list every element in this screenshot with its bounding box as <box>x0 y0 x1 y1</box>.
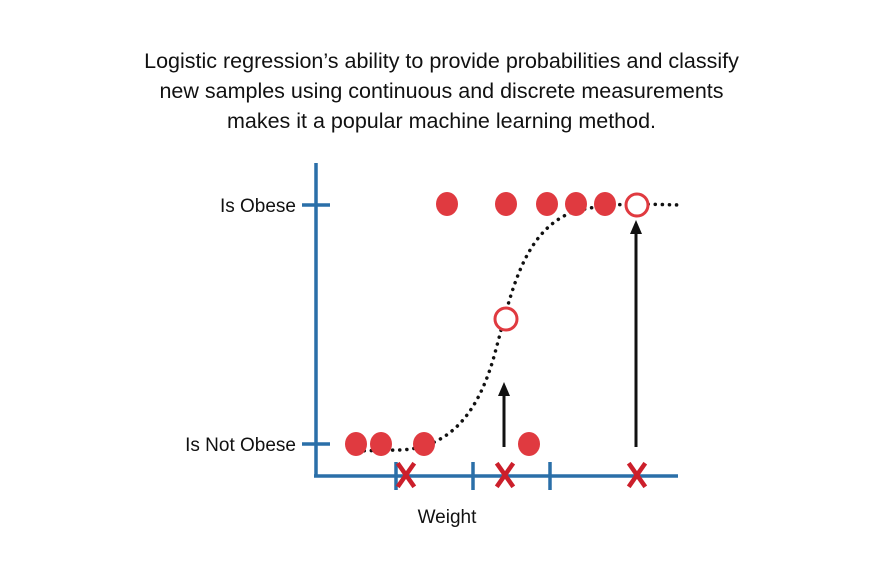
caption-line-2: new samples using continuous and discret… <box>159 79 724 103</box>
data-point-not-obese <box>518 432 540 456</box>
caption-line-1: Logistic regression’s ability to provide… <box>144 49 739 73</box>
arrow-head <box>498 382 510 396</box>
data-point-obese <box>565 192 587 216</box>
data-point-not-obese <box>370 432 392 456</box>
data-point-obese <box>594 192 616 216</box>
prediction-circle <box>624 192 650 218</box>
x-label: Weight <box>418 507 478 528</box>
caption: Logistic regression’s ability to provide… <box>0 46 883 136</box>
data-point-obese <box>536 192 558 216</box>
y-label-not-obese: Is Not Obese <box>185 435 296 456</box>
x-marker <box>395 461 417 489</box>
x-marker <box>494 461 516 489</box>
arrow-head <box>630 220 642 234</box>
prediction-circle <box>493 306 519 332</box>
y-label-obese: Is Obese <box>220 196 296 217</box>
x-marker <box>626 461 648 489</box>
caption-line-3: makes it a popular machine learning meth… <box>226 109 657 133</box>
data-point-not-obese <box>413 432 435 456</box>
data-point-obese <box>436 192 458 216</box>
data-point-obese <box>495 192 517 216</box>
data-point-not-obese <box>345 432 367 456</box>
